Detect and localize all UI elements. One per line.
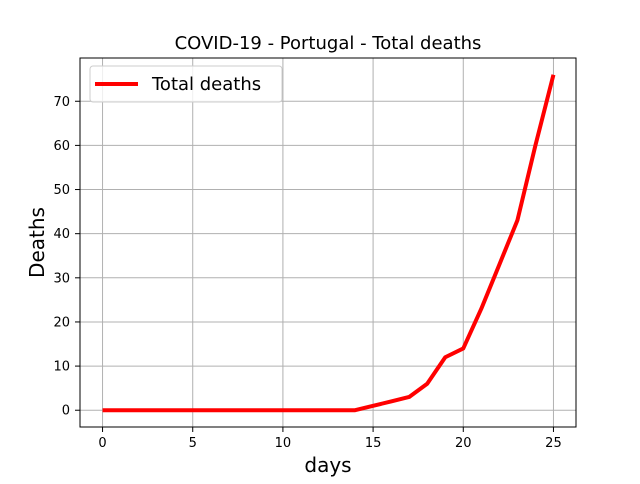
series-layer (102, 74, 556, 413)
x-tick-label: 25 (545, 436, 562, 451)
y-axis-ticks: 0 10 20 30 40 50 60 70 (53, 95, 80, 419)
y-tick-label: 30 (53, 271, 70, 286)
x-tick-label: 20 (455, 436, 472, 451)
plot-frame (79, 57, 577, 428)
x-tick-label: 5 (189, 436, 197, 451)
legend: Total deaths (89, 65, 283, 103)
x-tick-label: 10 (275, 436, 292, 451)
y-tick-label: 70 (53, 95, 70, 110)
y-tick-label: 0 (62, 404, 70, 419)
y-tick-label: 50 (53, 183, 70, 198)
x-axis-ticks: 0 5 10 15 20 25 (98, 427, 562, 451)
series-line-total-deaths (102, 74, 556, 413)
x-tick-label: 0 (98, 436, 106, 451)
legend-box (89, 65, 283, 103)
y-tick-label: 20 (53, 315, 70, 330)
legend-entry-total-deaths: Total deaths (151, 74, 261, 95)
x-axis-label: days (304, 453, 351, 477)
chart-title: COVID-19 - Portugal - Total deaths (175, 33, 482, 54)
y-tick-label: 40 (53, 227, 70, 242)
y-tick-label: 10 (53, 360, 70, 375)
y-tick-label: 60 (53, 139, 70, 154)
y-axis-label: Deaths (25, 207, 49, 278)
x-tick-label: 15 (365, 436, 382, 451)
